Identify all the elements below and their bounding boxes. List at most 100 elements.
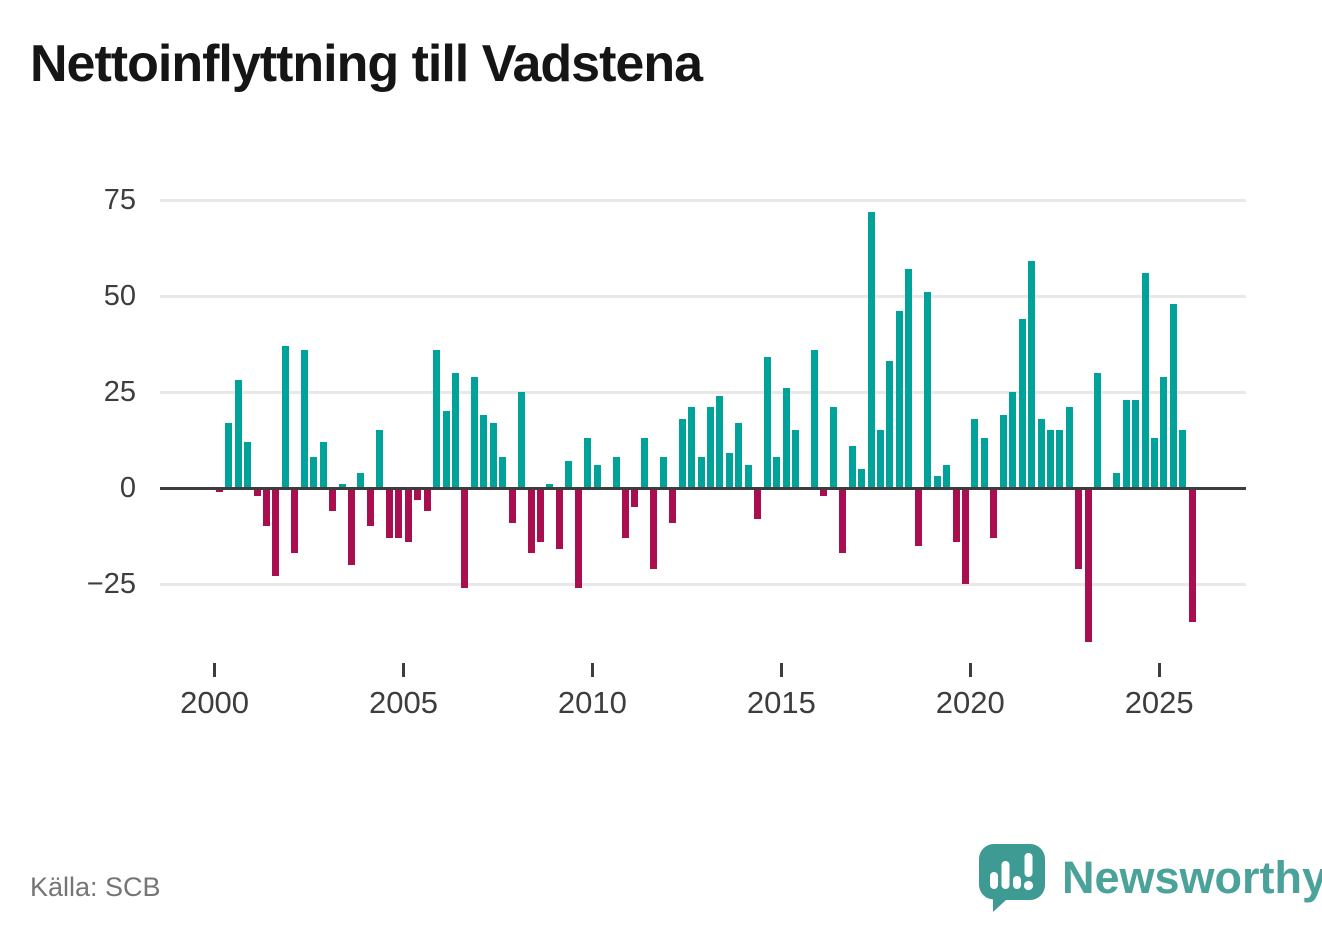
bar-2013Q3 <box>725 453 733 488</box>
bar-2003Q4 <box>357 472 365 488</box>
source-note: Källa: SCB <box>30 872 161 902</box>
bar-2020Q3 <box>990 488 998 538</box>
bar-2020Q4 <box>999 415 1007 488</box>
bar-2018Q3 <box>914 488 922 546</box>
bar-2023Q4 <box>1113 472 1121 488</box>
bar-2014Q2 <box>754 488 762 519</box>
y-tick-label-50: 50 <box>103 280 136 312</box>
bar-2009Q3 <box>574 488 582 588</box>
bar-2000Q2 <box>225 422 233 488</box>
x-tick-label-2010: 2010 <box>557 685 627 720</box>
x-tick-label-2025: 2025 <box>1124 685 1194 720</box>
bar-2004Q2 <box>376 430 384 488</box>
gridline-50 <box>160 294 1246 298</box>
bar-2021Q3 <box>1028 261 1036 488</box>
bar-2015Q2 <box>792 430 799 488</box>
bar-2007Q4 <box>508 488 516 523</box>
bar-2013Q4 <box>735 422 743 488</box>
bar-2005Q3 <box>423 488 431 512</box>
bar-2011Q2 <box>640 438 648 488</box>
x-tick-label-2015: 2015 <box>746 685 816 720</box>
bar-2001Q2 <box>263 488 271 527</box>
y-tick-label-0: 0 <box>119 472 136 504</box>
bar-2016Q3 <box>839 488 847 554</box>
y-tick-label-25: 25 <box>103 376 136 408</box>
newsworthy-speech-bubble-bar-chart-icon <box>979 844 1045 912</box>
bar-2016Q2 <box>829 407 837 488</box>
gridline-75 <box>160 198 1246 202</box>
x-tick-label-2005: 2005 <box>369 685 438 720</box>
bar-2004Q3 <box>385 488 393 538</box>
bar-2009Q1 <box>555 488 563 550</box>
x-tick-mark-2010 <box>590 663 594 677</box>
y-tick-label--25: −25 <box>86 568 136 600</box>
bar-2000Q3 <box>234 380 242 488</box>
bar-2025Q3 <box>1179 430 1187 488</box>
bar-2017Q1 <box>858 468 866 488</box>
x-tick-mark-2015 <box>779 663 783 677</box>
bar-2016Q4 <box>848 445 856 488</box>
bar-2011Q4 <box>659 457 667 488</box>
bar-2025Q1 <box>1160 376 1168 488</box>
bar-2004Q4 <box>395 488 403 538</box>
bar-2002Q2 <box>300 349 308 488</box>
gridline-25 <box>160 390 1246 394</box>
bar-2007Q3 <box>499 457 507 488</box>
brand-logo: Newsworthy <box>978 843 1322 913</box>
bar-2012Q2 <box>678 418 686 488</box>
bar-2007Q2 <box>489 422 497 488</box>
bar-2006Q3 <box>461 488 469 588</box>
x-tick-mark-2020 <box>968 663 972 677</box>
bar-2018Q1 <box>895 311 903 488</box>
bar-2023Q2 <box>1094 372 1102 488</box>
bar-2003Q3 <box>348 488 356 565</box>
bar-2019Q4 <box>962 488 970 584</box>
bar-2001Q3 <box>272 488 280 577</box>
bar-2014Q4 <box>773 457 781 488</box>
bar-2008Q2 <box>527 488 535 554</box>
bar-2001Q4 <box>281 345 289 488</box>
bar-2018Q4 <box>924 292 932 488</box>
bar-2013Q1 <box>706 407 714 488</box>
bar-2019Q3 <box>952 488 960 542</box>
bar-2019Q1 <box>933 476 941 488</box>
bar-2024Q3 <box>1141 272 1149 488</box>
bar-2012Q1 <box>669 488 677 523</box>
zero-axis-line <box>160 486 1246 490</box>
x-tick-label-2000: 2000 <box>180 685 250 720</box>
bar-2009Q4 <box>584 438 592 488</box>
bar-2021Q4 <box>1037 418 1045 488</box>
x-tick-mark-2005 <box>401 663 405 677</box>
bar-2014Q3 <box>763 357 771 488</box>
bar-2006Q2 <box>451 372 459 488</box>
gridline--25 <box>160 582 1246 586</box>
bar-2013Q2 <box>716 395 724 488</box>
bar-2003Q1 <box>329 488 337 512</box>
bar-2023Q1 <box>1084 488 1092 642</box>
bar-2016Q1 <box>820 488 828 496</box>
bar-2014Q1 <box>744 464 752 488</box>
bar-2012Q3 <box>688 407 696 488</box>
bar-2006Q1 <box>442 411 450 488</box>
bar-2019Q2 <box>943 464 951 488</box>
bar-2020Q2 <box>980 438 988 488</box>
bar-2010Q4 <box>621 488 629 538</box>
bar-2011Q1 <box>631 488 639 508</box>
bar-2011Q3 <box>650 488 658 569</box>
bar-2022Q4 <box>1075 488 1083 569</box>
bar-2000Q4 <box>244 441 252 488</box>
bar-2020Q1 <box>971 418 979 488</box>
bar-2015Q4 <box>810 349 818 488</box>
y-tick-label-75: 75 <box>103 184 136 216</box>
bar-2007Q1 <box>480 415 488 488</box>
bar-2009Q2 <box>565 461 573 488</box>
bar-2003Q2 <box>338 484 346 488</box>
bar-2021Q2 <box>1018 319 1026 488</box>
bar-2005Q4 <box>433 349 441 488</box>
x-tick-mark-2000 <box>213 663 217 677</box>
bar-2018Q2 <box>905 269 913 488</box>
bar-2017Q2 <box>867 211 875 488</box>
bar-2025Q4 <box>1188 488 1196 623</box>
bar-2004Q1 <box>366 488 374 527</box>
